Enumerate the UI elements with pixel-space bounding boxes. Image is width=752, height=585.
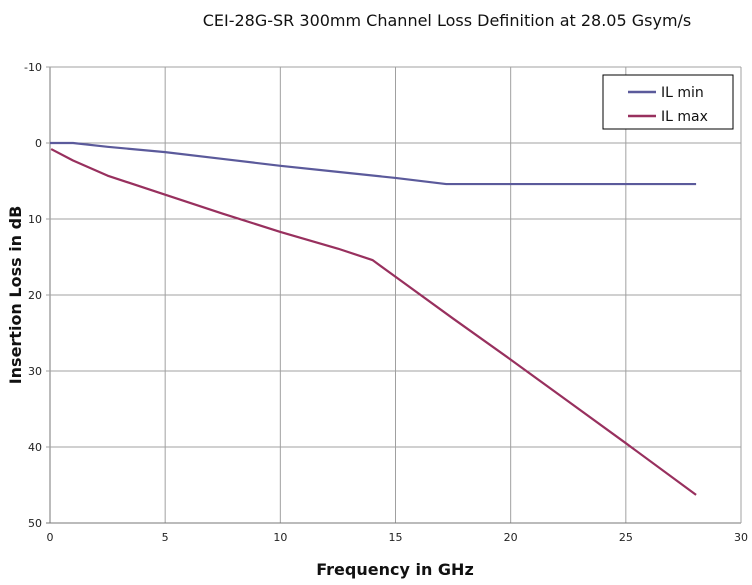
y-tick-label: 0 — [35, 137, 42, 150]
x-tick-label: 5 — [162, 531, 169, 544]
x-tick-label: 10 — [273, 531, 287, 544]
x-tick-label: 25 — [619, 531, 633, 544]
y-tick-label: 10 — [28, 213, 42, 226]
x-tick-label: 30 — [734, 531, 748, 544]
legend-label-il-min: IL min — [661, 85, 704, 101]
legend-label-il-max: IL max — [661, 109, 708, 125]
y-axis-label: Insertion Loss in dB — [6, 206, 25, 385]
chart-title: CEI-28G-SR 300mm Channel Loss Definition… — [203, 11, 692, 30]
y-tick-label: 50 — [28, 517, 42, 530]
legend: IL min IL max — [602, 74, 734, 130]
x-tick-label: 20 — [504, 531, 518, 544]
x-tick-label: 15 — [389, 531, 403, 544]
y-tick-label: 30 — [28, 365, 42, 378]
series-line-il-min — [50, 141, 697, 186]
y-tick-label: 20 — [28, 289, 42, 302]
x-axis-label: Frequency in GHz — [316, 560, 474, 579]
x-tick-label: 0 — [47, 531, 54, 544]
y-tick-label: 40 — [28, 441, 42, 454]
series-line-il-max — [50, 148, 697, 496]
y-tick-label: -10 — [24, 61, 42, 74]
